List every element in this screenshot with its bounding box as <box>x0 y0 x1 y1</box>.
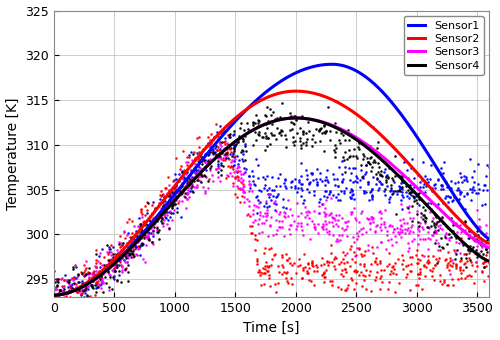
Sensor3 <box>486 246 492 250</box>
Sensor3 <box>292 116 298 120</box>
Sensor4 <box>218 151 224 155</box>
Sensor3 <box>100 271 106 275</box>
Sensor2 <box>126 241 132 245</box>
Sensor3 <box>478 242 484 246</box>
Legend: Sensor1, Sensor2, Sensor3, Sensor4: Sensor1, Sensor2, Sensor3, Sensor4 <box>404 16 483 75</box>
Sensor4 <box>431 211 437 215</box>
Sensor4 <box>236 136 242 140</box>
Sensor3 <box>431 202 437 206</box>
Sensor1 <box>236 115 242 119</box>
Sensor3 <box>218 151 224 155</box>
Sensor2 <box>218 130 224 134</box>
Sensor1 <box>218 135 224 139</box>
X-axis label: Time [s]: Time [s] <box>244 320 300 335</box>
Sensor3 <box>51 293 57 297</box>
Sensor1 <box>431 161 437 165</box>
Sensor4 <box>51 293 57 297</box>
Line: Sensor2: Sensor2 <box>54 91 490 295</box>
Sensor2 <box>51 293 57 297</box>
Sensor1 <box>329 62 335 66</box>
Line: Sensor1: Sensor1 <box>54 64 490 295</box>
Line: Sensor3: Sensor3 <box>54 118 490 295</box>
Sensor1 <box>478 230 484 234</box>
Sensor1 <box>126 246 132 250</box>
Y-axis label: Temperature [K]: Temperature [K] <box>6 98 20 210</box>
Sensor2 <box>486 241 492 245</box>
Sensor4 <box>292 116 298 120</box>
Sensor2 <box>431 190 437 194</box>
Sensor4 <box>126 248 132 252</box>
Line: Sensor4: Sensor4 <box>54 118 490 295</box>
Sensor2 <box>478 237 484 241</box>
Sensor4 <box>486 259 492 263</box>
Sensor1 <box>51 293 57 297</box>
Sensor4 <box>100 271 106 275</box>
Sensor2 <box>100 267 106 271</box>
Sensor3 <box>126 248 132 252</box>
Sensor1 <box>100 270 106 274</box>
Sensor1 <box>486 237 492 241</box>
Sensor2 <box>236 113 242 117</box>
Sensor4 <box>478 255 484 259</box>
Sensor2 <box>292 89 298 93</box>
Sensor3 <box>236 136 242 140</box>
